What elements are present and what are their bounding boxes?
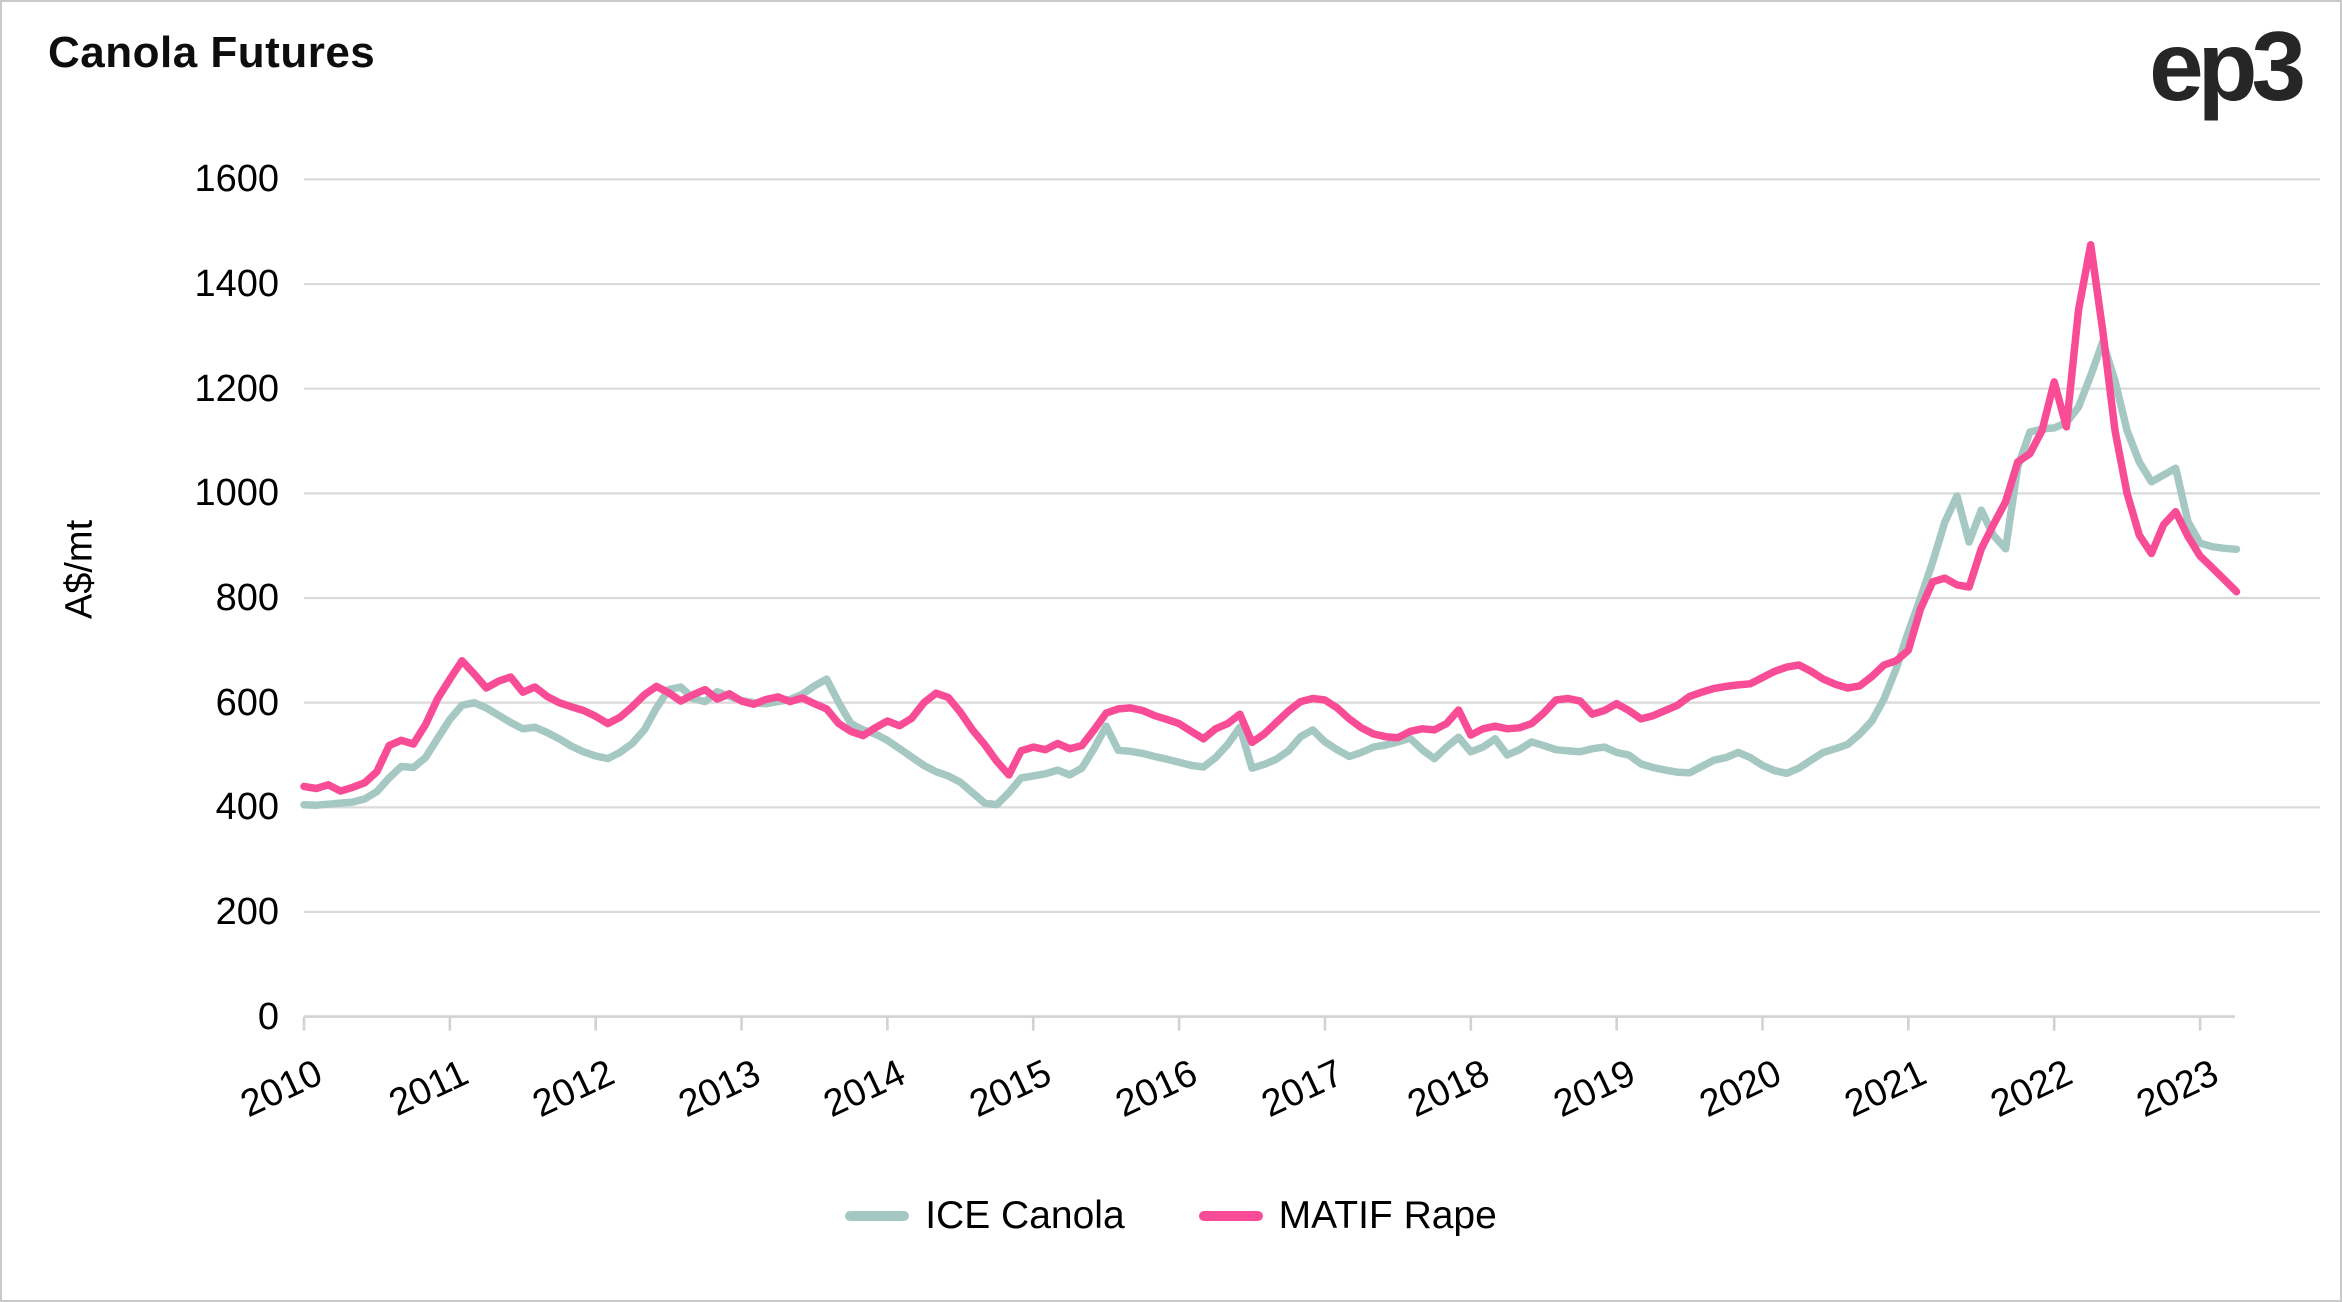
y-tick-label-400: 400 <box>215 786 279 829</box>
legend-label: MATIF Rape <box>1278 1194 1497 1237</box>
legend-item-matif-rape: MATIF Rape <box>1198 1194 1497 1238</box>
series-line-ice-canola <box>300 337 2241 809</box>
y-tick-label-1600: 1600 <box>194 158 279 201</box>
y-tick-label-1400: 1400 <box>194 263 279 306</box>
legend-label: ICE Canola <box>925 1194 1125 1237</box>
series-line-matif-rape <box>300 241 2241 795</box>
page-title: Canola Futures <box>48 28 376 77</box>
legend-swatch-icon <box>845 1211 910 1221</box>
y-tick-label-1200: 1200 <box>194 367 279 410</box>
y-tick-label-1000: 1000 <box>194 472 279 515</box>
legend-item-ice-canola: ICE Canola <box>845 1194 1125 1238</box>
y-tick-label-0: 0 <box>257 995 279 1038</box>
legend-swatch-icon <box>1198 1211 1263 1221</box>
y-tick-label-200: 200 <box>215 890 279 933</box>
y-tick-label-800: 800 <box>215 577 279 619</box>
ep3-logo: ep3 <box>2149 11 2306 121</box>
legend: ICE Canola MATIF Rape <box>2 1194 2340 1238</box>
y-tick-label-600: 600 <box>215 681 279 724</box>
